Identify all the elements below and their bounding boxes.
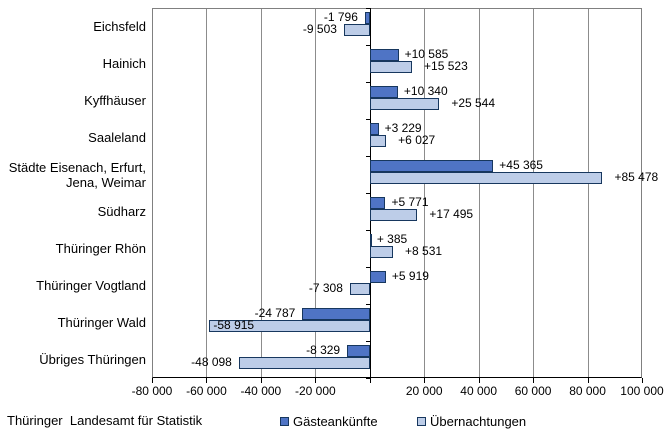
category-label: Thüringer Vogtland [36, 278, 146, 293]
bar-value-label: +25 544 [451, 96, 496, 110]
bar [349, 283, 370, 295]
x-axis-tick-label: -80 000 [131, 384, 173, 398]
bar [369, 246, 393, 258]
bar [369, 160, 494, 172]
category-axis-tick [365, 8, 370, 9]
bar [369, 98, 440, 110]
bar-value-label: +10 340 [403, 84, 448, 98]
gridline [424, 9, 426, 377]
gridline [260, 9, 262, 377]
bar [238, 357, 370, 369]
bar-value-label: +45 365 [499, 158, 543, 172]
gridline [315, 9, 317, 377]
x-axis-tick-label: 100 000 [620, 384, 664, 398]
bar-value-label: +5 771 [391, 195, 429, 209]
category-axis-tick [365, 267, 370, 268]
category-axis-tick [365, 156, 370, 157]
bar [347, 345, 370, 357]
category-axis-tick [365, 45, 370, 46]
legend-item-uebernachtungen: Übernachtungen [417, 414, 526, 429]
legend-label-gaesteankuenfte: Gästeankünfte [293, 414, 378, 429]
category-axis [369, 8, 371, 378]
bar-value-label: +85 478 [614, 170, 659, 184]
bar-value-label: +3 229 [384, 121, 422, 135]
category-axis-tick [365, 193, 370, 194]
category-axis-tick [365, 304, 370, 305]
bar-value-label: -48 098 [191, 355, 232, 369]
x-axis-tick-label: -20 000 [294, 384, 336, 398]
bar-value-label: -7 308 [308, 281, 343, 295]
legend-swatch-gaesteankuenfte-icon [280, 417, 289, 426]
category-axis-tick [365, 341, 370, 342]
category-label: Hainich [102, 56, 146, 71]
bar-value-label: +10 585 [404, 47, 449, 61]
bar [369, 172, 603, 184]
gridline [478, 9, 480, 377]
x-axis-tick-label: -40 000 [240, 384, 282, 398]
legend-swatch-uebernachtungen-icon [417, 417, 426, 426]
gridline [206, 9, 208, 377]
bar [369, 271, 386, 283]
bar [302, 308, 370, 320]
x-axis-tick-label: 60 000 [514, 384, 552, 398]
bar [369, 135, 387, 147]
x-axis-tick [587, 378, 589, 383]
bar-value-label: + 385 [376, 232, 408, 246]
x-axis-tick [642, 378, 643, 383]
category-label: Thüringer Rhön [55, 241, 146, 256]
x-axis-tick [152, 378, 153, 383]
source-text: Thüringer Landesamt für Statistik [7, 413, 203, 428]
bar [364, 12, 370, 24]
category-label: Saaleland [88, 130, 146, 145]
bar [209, 320, 370, 332]
x-axis-tick [478, 378, 480, 383]
category-label: Kyffhäuser [84, 93, 146, 108]
category-axis-tick [365, 82, 370, 83]
x-axis-tick [260, 378, 262, 383]
category-axis-tick [365, 230, 370, 231]
x-axis-tick [424, 378, 426, 383]
x-axis-tick [315, 378, 317, 383]
category-label: Eichsfeld [93, 19, 146, 34]
bar-value-label: +8 531 [405, 244, 443, 258]
category-axis-tick [365, 378, 370, 379]
x-axis-tick-label: 40 000 [460, 384, 497, 398]
x-axis-tick [369, 378, 371, 383]
bar-value-label: -8 329 [306, 343, 341, 357]
bar-value-label: -58 915 [213, 318, 255, 332]
bar-value-label: +6 027 [398, 133, 436, 147]
category-label: Übriges Thüringen [39, 352, 146, 367]
category-label: Südharz [97, 204, 146, 219]
x-axis-tick-label: -60 000 [186, 384, 227, 398]
legend-label-uebernachtungen: Übernachtungen [430, 414, 527, 429]
bar-value-label: -1 796 [323, 10, 358, 24]
bar [369, 209, 418, 221]
bar [369, 123, 379, 135]
category-label: Thüringer Wald [57, 315, 146, 330]
bar [343, 24, 370, 36]
bar [369, 49, 399, 61]
bar [369, 86, 398, 98]
x-axis-tick [206, 378, 208, 383]
bar-value-label: +17 495 [429, 207, 474, 221]
category-axis-tick [365, 119, 370, 120]
gridline [587, 9, 589, 377]
x-axis-tick-label: 80 000 [569, 384, 606, 398]
bar-value-label: +15 523 [424, 59, 468, 73]
bar [369, 234, 372, 246]
x-axis-tick-label: 20 000 [405, 384, 443, 398]
gridline [533, 9, 535, 377]
bar [369, 197, 386, 209]
bar [369, 61, 413, 73]
category-label: Städte Eisenach, Erfurt, Jena, Weimar [8, 159, 146, 190]
bar-value-label: +5 919 [391, 269, 429, 283]
bar-value-label: -24 787 [254, 306, 296, 320]
x-axis-tick [533, 378, 535, 383]
bar-value-label: -9 503 [302, 22, 337, 36]
legend-item-gaesteankuenfte: Gästeankünfte [280, 414, 378, 429]
